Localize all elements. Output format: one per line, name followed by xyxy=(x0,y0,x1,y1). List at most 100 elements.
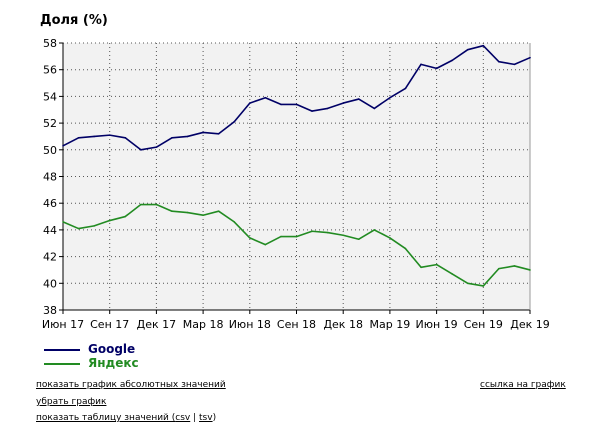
data-point-google xyxy=(513,63,516,66)
y-tick-label: 38 xyxy=(43,304,57,317)
data-point-google xyxy=(466,48,469,51)
x-tick-label: Сен 17 xyxy=(90,318,129,331)
data-point-yandex xyxy=(77,227,80,230)
data-point-google xyxy=(93,135,95,138)
data-point-yandex xyxy=(435,263,438,266)
y-tick-label: 46 xyxy=(43,197,57,210)
data-point-yandex xyxy=(498,267,500,270)
y-tick-label: 54 xyxy=(43,90,57,103)
y-axis-ticks: 38 40 42 44 46 48 50 52 54 56 58 xyxy=(43,37,63,317)
data-point-yandex xyxy=(233,221,236,223)
data-point-google xyxy=(186,135,189,138)
x-axis-ticks: Июн 17 Сен 17 Дек 17 Мар 18 Июн 18 Сен 18 Дек … xyxy=(42,310,550,331)
data-point-yandex xyxy=(529,269,531,271)
show-table-suffix: ) xyxy=(212,413,217,423)
data-point-yandex xyxy=(513,265,516,267)
data-point-yandex xyxy=(482,285,485,287)
data-point-google xyxy=(435,67,438,70)
data-point-google xyxy=(155,146,158,148)
x-tick-label: Мар 19 xyxy=(370,318,411,331)
data-point-yandex xyxy=(466,282,469,285)
x-tick-label: Дек 18 xyxy=(323,318,363,331)
data-point-yandex xyxy=(93,225,95,227)
show-absolute-values-link[interactable]: показать график абсолютных значений xyxy=(36,380,226,390)
chart-link[interactable]: ссылка на график xyxy=(480,380,566,390)
data-point-google xyxy=(342,102,345,104)
data-point-google xyxy=(373,107,376,110)
data-point-yandex xyxy=(249,237,251,239)
data-point-google xyxy=(357,98,360,100)
data-point-google xyxy=(451,59,453,62)
data-point-yandex xyxy=(326,231,329,234)
data-point-yandex xyxy=(342,234,345,237)
x-tick-label: Сен 19 xyxy=(464,318,503,331)
legend-item-google: Google xyxy=(44,342,135,356)
data-point-yandex xyxy=(155,203,158,206)
data-point-google xyxy=(249,102,251,104)
data-point-yandex xyxy=(186,211,189,214)
remove-chart-link[interactable]: убрать график xyxy=(36,397,107,407)
data-point-yandex xyxy=(357,238,360,241)
data-point-google xyxy=(171,136,173,139)
data-point-yandex xyxy=(217,210,220,213)
data-point-google xyxy=(311,110,313,112)
data-point-google xyxy=(202,131,204,134)
data-point-yandex xyxy=(311,230,313,233)
y-tick-label: 58 xyxy=(43,37,57,50)
data-point-yandex xyxy=(280,235,282,238)
y-tick-label: 50 xyxy=(43,144,57,157)
data-point-google xyxy=(264,96,267,99)
x-tick-label: Июн 18 xyxy=(229,318,271,331)
data-point-google xyxy=(295,103,298,106)
data-point-yandex xyxy=(404,247,407,250)
data-point-yandex xyxy=(124,215,127,218)
show-table-link[interactable]: показать таблицу значений ( xyxy=(36,413,176,423)
data-point-google xyxy=(389,96,391,99)
csv-link[interactable]: csv xyxy=(175,413,191,423)
show-table-row: показать таблицу значений (csv | tsv) xyxy=(36,413,216,423)
y-tick-label: 44 xyxy=(43,224,57,237)
data-point-google xyxy=(529,56,531,59)
data-point-yandex xyxy=(108,219,111,222)
data-point-google xyxy=(233,120,236,123)
data-point-google xyxy=(77,136,80,139)
data-point-yandex xyxy=(202,214,204,217)
data-point-yandex xyxy=(451,273,453,275)
x-tick-label: Дек 17 xyxy=(137,318,177,331)
data-point-google xyxy=(62,144,64,147)
tsv-link[interactable]: tsv xyxy=(199,413,213,423)
data-point-yandex xyxy=(171,210,173,213)
data-point-yandex xyxy=(389,237,391,239)
data-point-yandex xyxy=(62,221,64,223)
y-tick-label: 40 xyxy=(43,277,57,290)
data-point-google xyxy=(108,134,111,136)
data-point-google xyxy=(140,149,142,151)
y-tick-label: 52 xyxy=(43,117,57,130)
x-tick-label: Сен 18 xyxy=(277,318,316,331)
data-point-yandex xyxy=(140,203,142,206)
data-point-google xyxy=(482,44,485,47)
y-tick-label: 48 xyxy=(43,171,57,184)
data-point-google xyxy=(404,87,407,90)
data-point-google xyxy=(280,103,282,106)
data-point-google xyxy=(498,60,500,63)
data-point-google xyxy=(217,132,220,135)
data-point-yandex xyxy=(373,229,376,231)
legend-swatch-yandex xyxy=(44,362,80,365)
chart-title: Доля (%) xyxy=(40,13,108,28)
csv-tsv-separator: | xyxy=(190,413,200,423)
data-point-google xyxy=(326,107,329,110)
legend-label-yandex: Яндекс xyxy=(88,356,139,370)
series-lines xyxy=(62,44,531,287)
x-tick-label: Мар 18 xyxy=(183,318,224,331)
x-tick-label: Дек 19 xyxy=(510,318,550,331)
legend-swatch-google xyxy=(44,348,80,351)
x-tick-label: Июн 19 xyxy=(416,318,458,331)
y-tick-label: 56 xyxy=(43,64,57,77)
data-point-yandex xyxy=(295,235,298,238)
grid-lines xyxy=(63,42,530,310)
data-point-google xyxy=(420,63,422,66)
x-tick-label: Июн 17 xyxy=(42,318,84,331)
legend-item-yandex: Яндекс xyxy=(44,356,139,370)
